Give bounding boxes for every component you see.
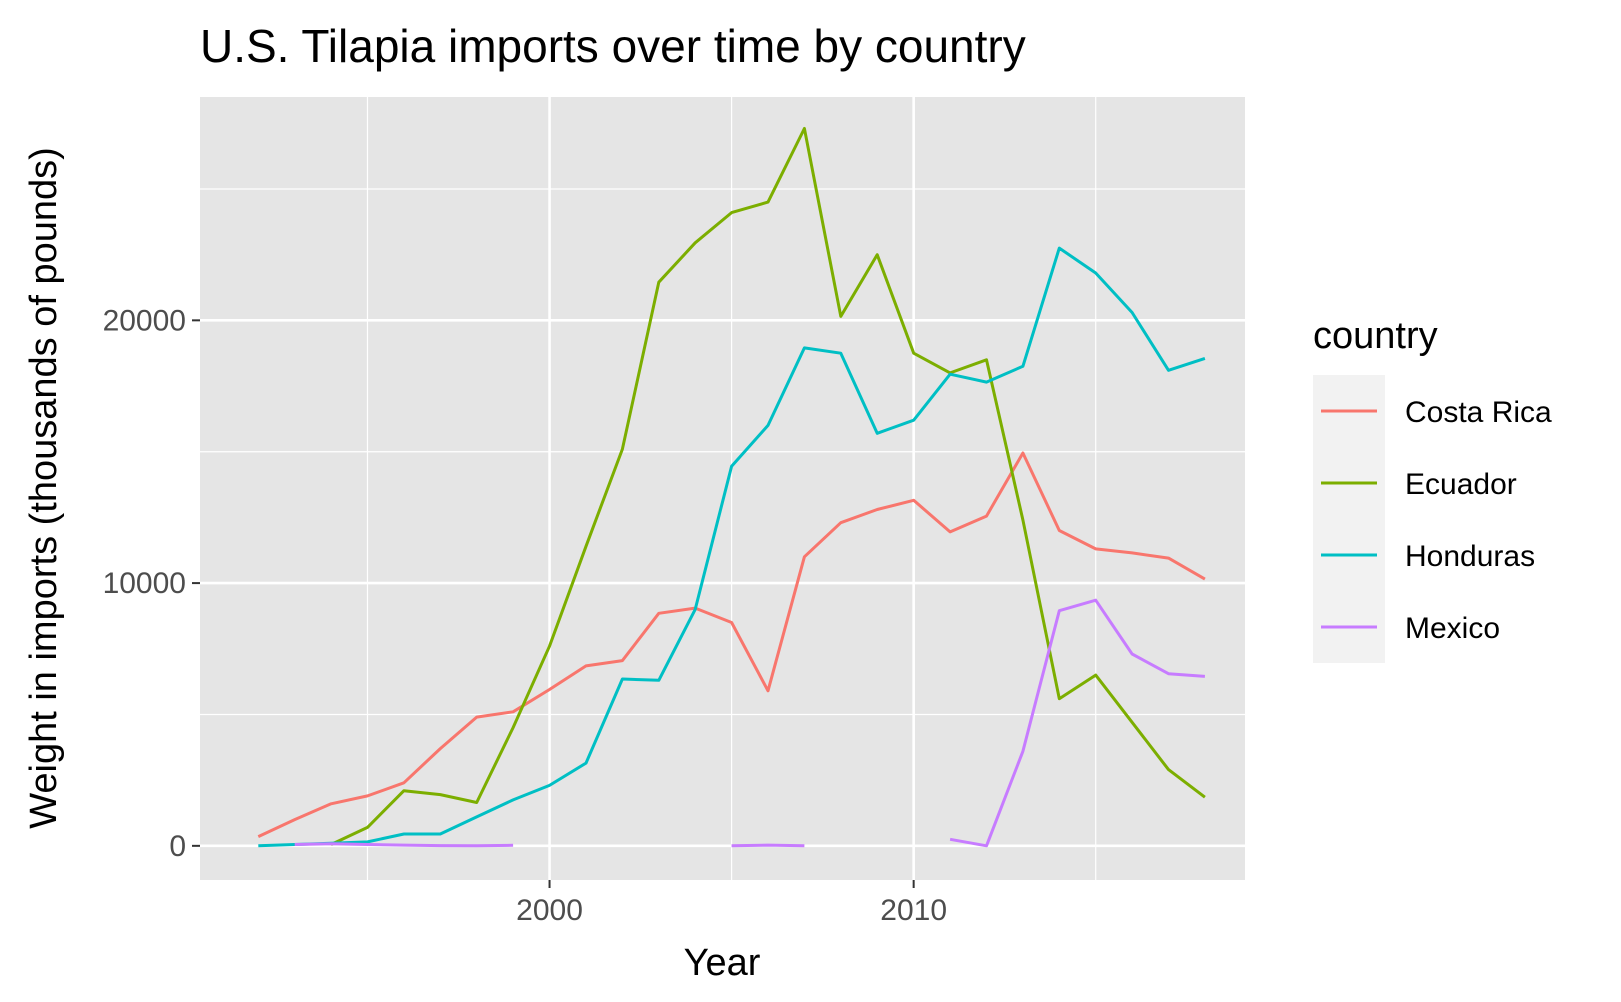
plot-panel: [200, 97, 1245, 880]
legend-key-background: [1313, 375, 1385, 663]
major-grid: [200, 97, 1245, 880]
y-tick-label: 0: [169, 830, 186, 863]
series-line-ecuador: [330, 127, 1206, 846]
legend-label-mexico: Mexico: [1405, 612, 1500, 645]
series-line-honduras: [258, 246, 1206, 848]
y-axis: 0 10000 20000: [103, 304, 200, 863]
y-tick-label: 10000: [103, 567, 186, 600]
series-lines: [257, 127, 1206, 848]
legend-title: country: [1313, 315, 1438, 357]
series-line-costa-rica: [257, 451, 1206, 838]
chart-title: U.S. Tilapia imports over time by countr…: [200, 20, 1026, 72]
legend-items: Costa Rica Ecuador Honduras Mexico: [1313, 375, 1552, 663]
legend-label-costa-rica: Costa Rica: [1405, 396, 1552, 429]
legend-label-honduras: Honduras: [1405, 540, 1535, 573]
series-line-mexico: [294, 842, 514, 848]
x-tick-label: 2010: [880, 894, 947, 927]
series-line-mexico: [731, 843, 805, 848]
y-axis-title: Weight in imports (thousands of pounds): [23, 147, 65, 829]
minor-grid: [200, 97, 1245, 880]
x-axis-title: Year: [684, 942, 761, 984]
series-line-mexico: [949, 598, 1206, 848]
legend: country Costa Rica Ecuador Honduras Mexico: [1313, 315, 1552, 663]
y-tick-label: 20000: [103, 304, 186, 337]
x-tick-label: 2000: [516, 894, 583, 927]
legend-label-ecuador: Ecuador: [1405, 468, 1517, 501]
x-axis: 2000 2010: [516, 880, 947, 927]
